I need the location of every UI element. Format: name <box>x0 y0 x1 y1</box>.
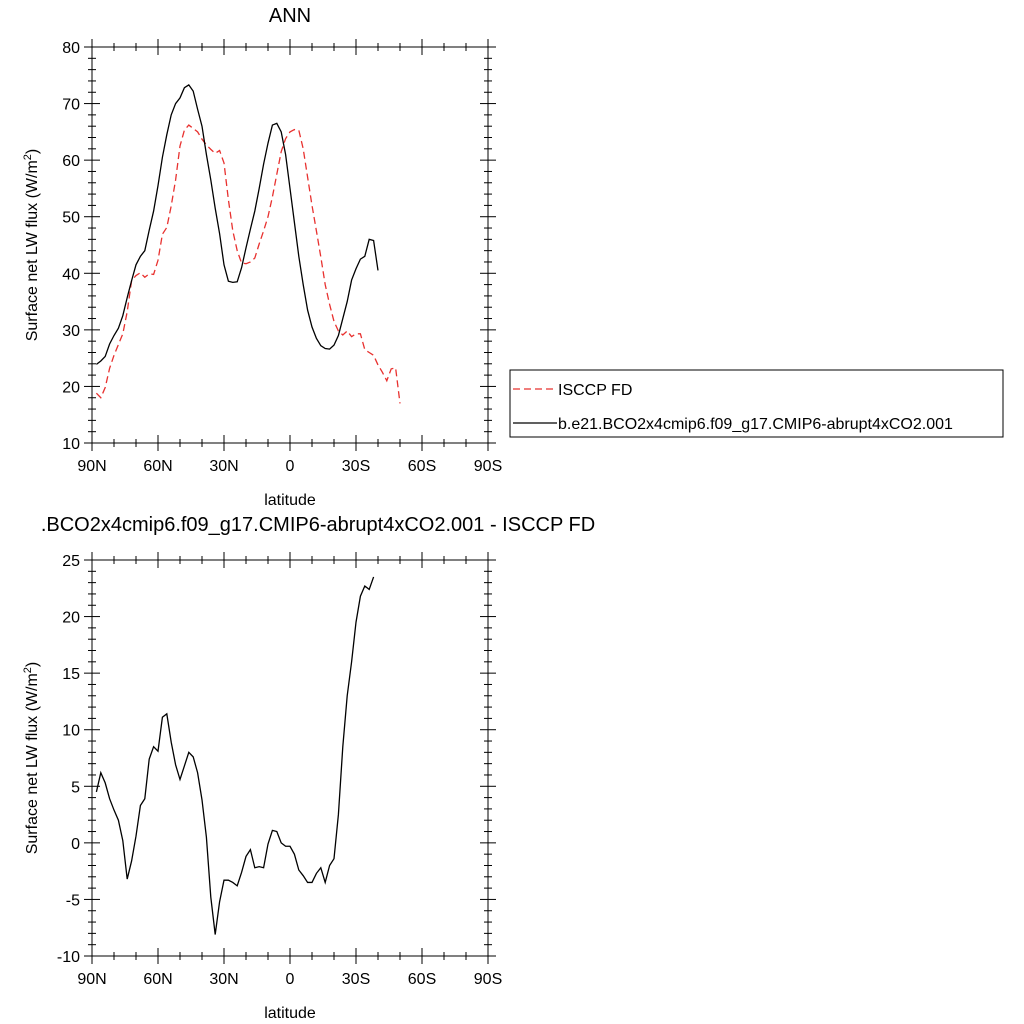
plot-frame <box>91 46 489 444</box>
y-tick-label: 20 <box>62 379 80 396</box>
y-axis-label-close: ) <box>24 662 41 667</box>
y-tick-label: 10 <box>62 436 80 453</box>
y-axis-label-main: Surface net LW flux (W/m <box>24 160 41 341</box>
y-tick-label: 60 <box>62 153 80 170</box>
y-axis-label: Surface net LW flux (W/m2) <box>22 149 41 342</box>
x-tick-label: 30S <box>342 971 370 988</box>
x-tick-label: 0 <box>286 971 295 988</box>
x-tick-label: 30S <box>342 458 370 475</box>
x-tick-label: 0 <box>286 458 295 475</box>
y-axis-label-close: ) <box>24 149 41 154</box>
y-tick-label: 25 <box>62 553 80 570</box>
y-tick-label: 0 <box>71 836 80 853</box>
legend: ISCCP FD b.e21.BCO2x4cmip6.f09_g17.CMIP6-… <box>509 369 1004 438</box>
y-tick-label: 15 <box>62 666 80 683</box>
chart-1: ANN 90N 60N 30N 0 30S 60S 90S 10 20 30 40 50 60 70 80 la… <box>22 5 1004 509</box>
y-tick-label: 40 <box>62 266 80 283</box>
y-tick-label: 50 <box>62 210 80 227</box>
x-tick-label: 60S <box>408 458 436 475</box>
y-tick-label: 5 <box>71 779 80 796</box>
y-axis-label-main: Surface net LW flux (W/m <box>24 673 41 854</box>
y-tick-label: -5 <box>66 892 80 909</box>
y-axis-label-sup: 2 <box>22 154 34 160</box>
y-axis-label-sup: 2 <box>22 667 34 673</box>
series-line-1 <box>95 124 401 404</box>
y-tick-label: 10 <box>62 723 80 740</box>
chart-title: ANN <box>269 5 311 27</box>
legend-label-1: ISCCP FD <box>558 382 632 399</box>
x-tick-label: 60S <box>408 971 436 988</box>
x-axis-label: latitude <box>264 1005 316 1022</box>
x-tick-label: 90S <box>474 458 502 475</box>
chart-2: .BCO2x4cmip6.f09_g17.CMIP6-abrupt4xCO2.0… <box>22 514 595 1022</box>
legend-box <box>509 369 1004 438</box>
x-tick-label: 90S <box>474 971 502 988</box>
series-line-2 <box>96 84 379 365</box>
y-tick-label: 70 <box>62 97 80 114</box>
x-tick-label: 90N <box>77 458 106 475</box>
x-tick-label: 90N <box>77 971 106 988</box>
plot-frame <box>91 559 489 957</box>
y-tick-label: 20 <box>62 610 80 627</box>
x-tick-label: 60N <box>143 458 172 475</box>
x-tick-label: 30N <box>209 971 238 988</box>
legend-label-2: b.e21.BCO2x4cmip6.f09_g17.CMIP6-abrupt4x… <box>558 416 953 433</box>
y-tick-label: -10 <box>57 949 80 966</box>
y-tick-label: 80 <box>62 40 80 57</box>
chart-title: .BCO2x4cmip6.f09_g17.CMIP6-abrupt4xCO2.0… <box>41 514 595 536</box>
y-axis-label: Surface net LW flux (W/m2) <box>22 662 41 855</box>
x-axis-label: latitude <box>264 492 316 509</box>
x-tick-label: 30N <box>209 458 238 475</box>
series-line-1 <box>95 576 375 935</box>
y-tick-label: 30 <box>62 323 80 340</box>
x-tick-label: 60N <box>143 971 172 988</box>
